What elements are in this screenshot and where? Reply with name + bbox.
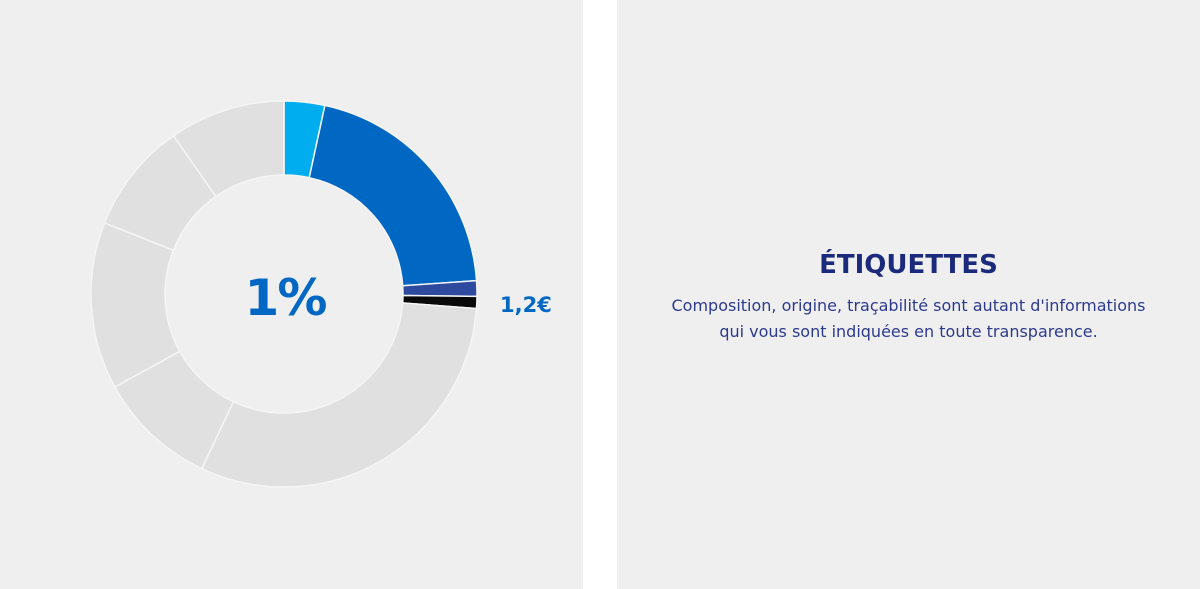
highlighted-slice-label: 1,2€ — [500, 293, 552, 317]
info-description-line-2: qui vous sont indiquées en toute transpa… — [719, 322, 1098, 341]
chart-panel: 1% 1,2€ — [0, 0, 583, 589]
info-description: Composition, origine, traçabilité sont a… — [639, 293, 1179, 345]
info-description-line-1: Composition, origine, traçabilité sont a… — [671, 296, 1146, 315]
center-percentage: 1% — [244, 269, 328, 327]
donut-slice-5 — [200, 302, 478, 488]
donut-slice-9 — [172, 100, 285, 198]
info-panel: ÉTIQUETTES Composition, origine, traçabi… — [617, 0, 1200, 589]
info-block: ÉTIQUETTES Composition, origine, traçabi… — [617, 247, 1200, 345]
info-title: ÉTIQUETTES — [819, 250, 998, 280]
donut-chart — [90, 100, 478, 488]
donut-slice-2 — [308, 104, 478, 287]
